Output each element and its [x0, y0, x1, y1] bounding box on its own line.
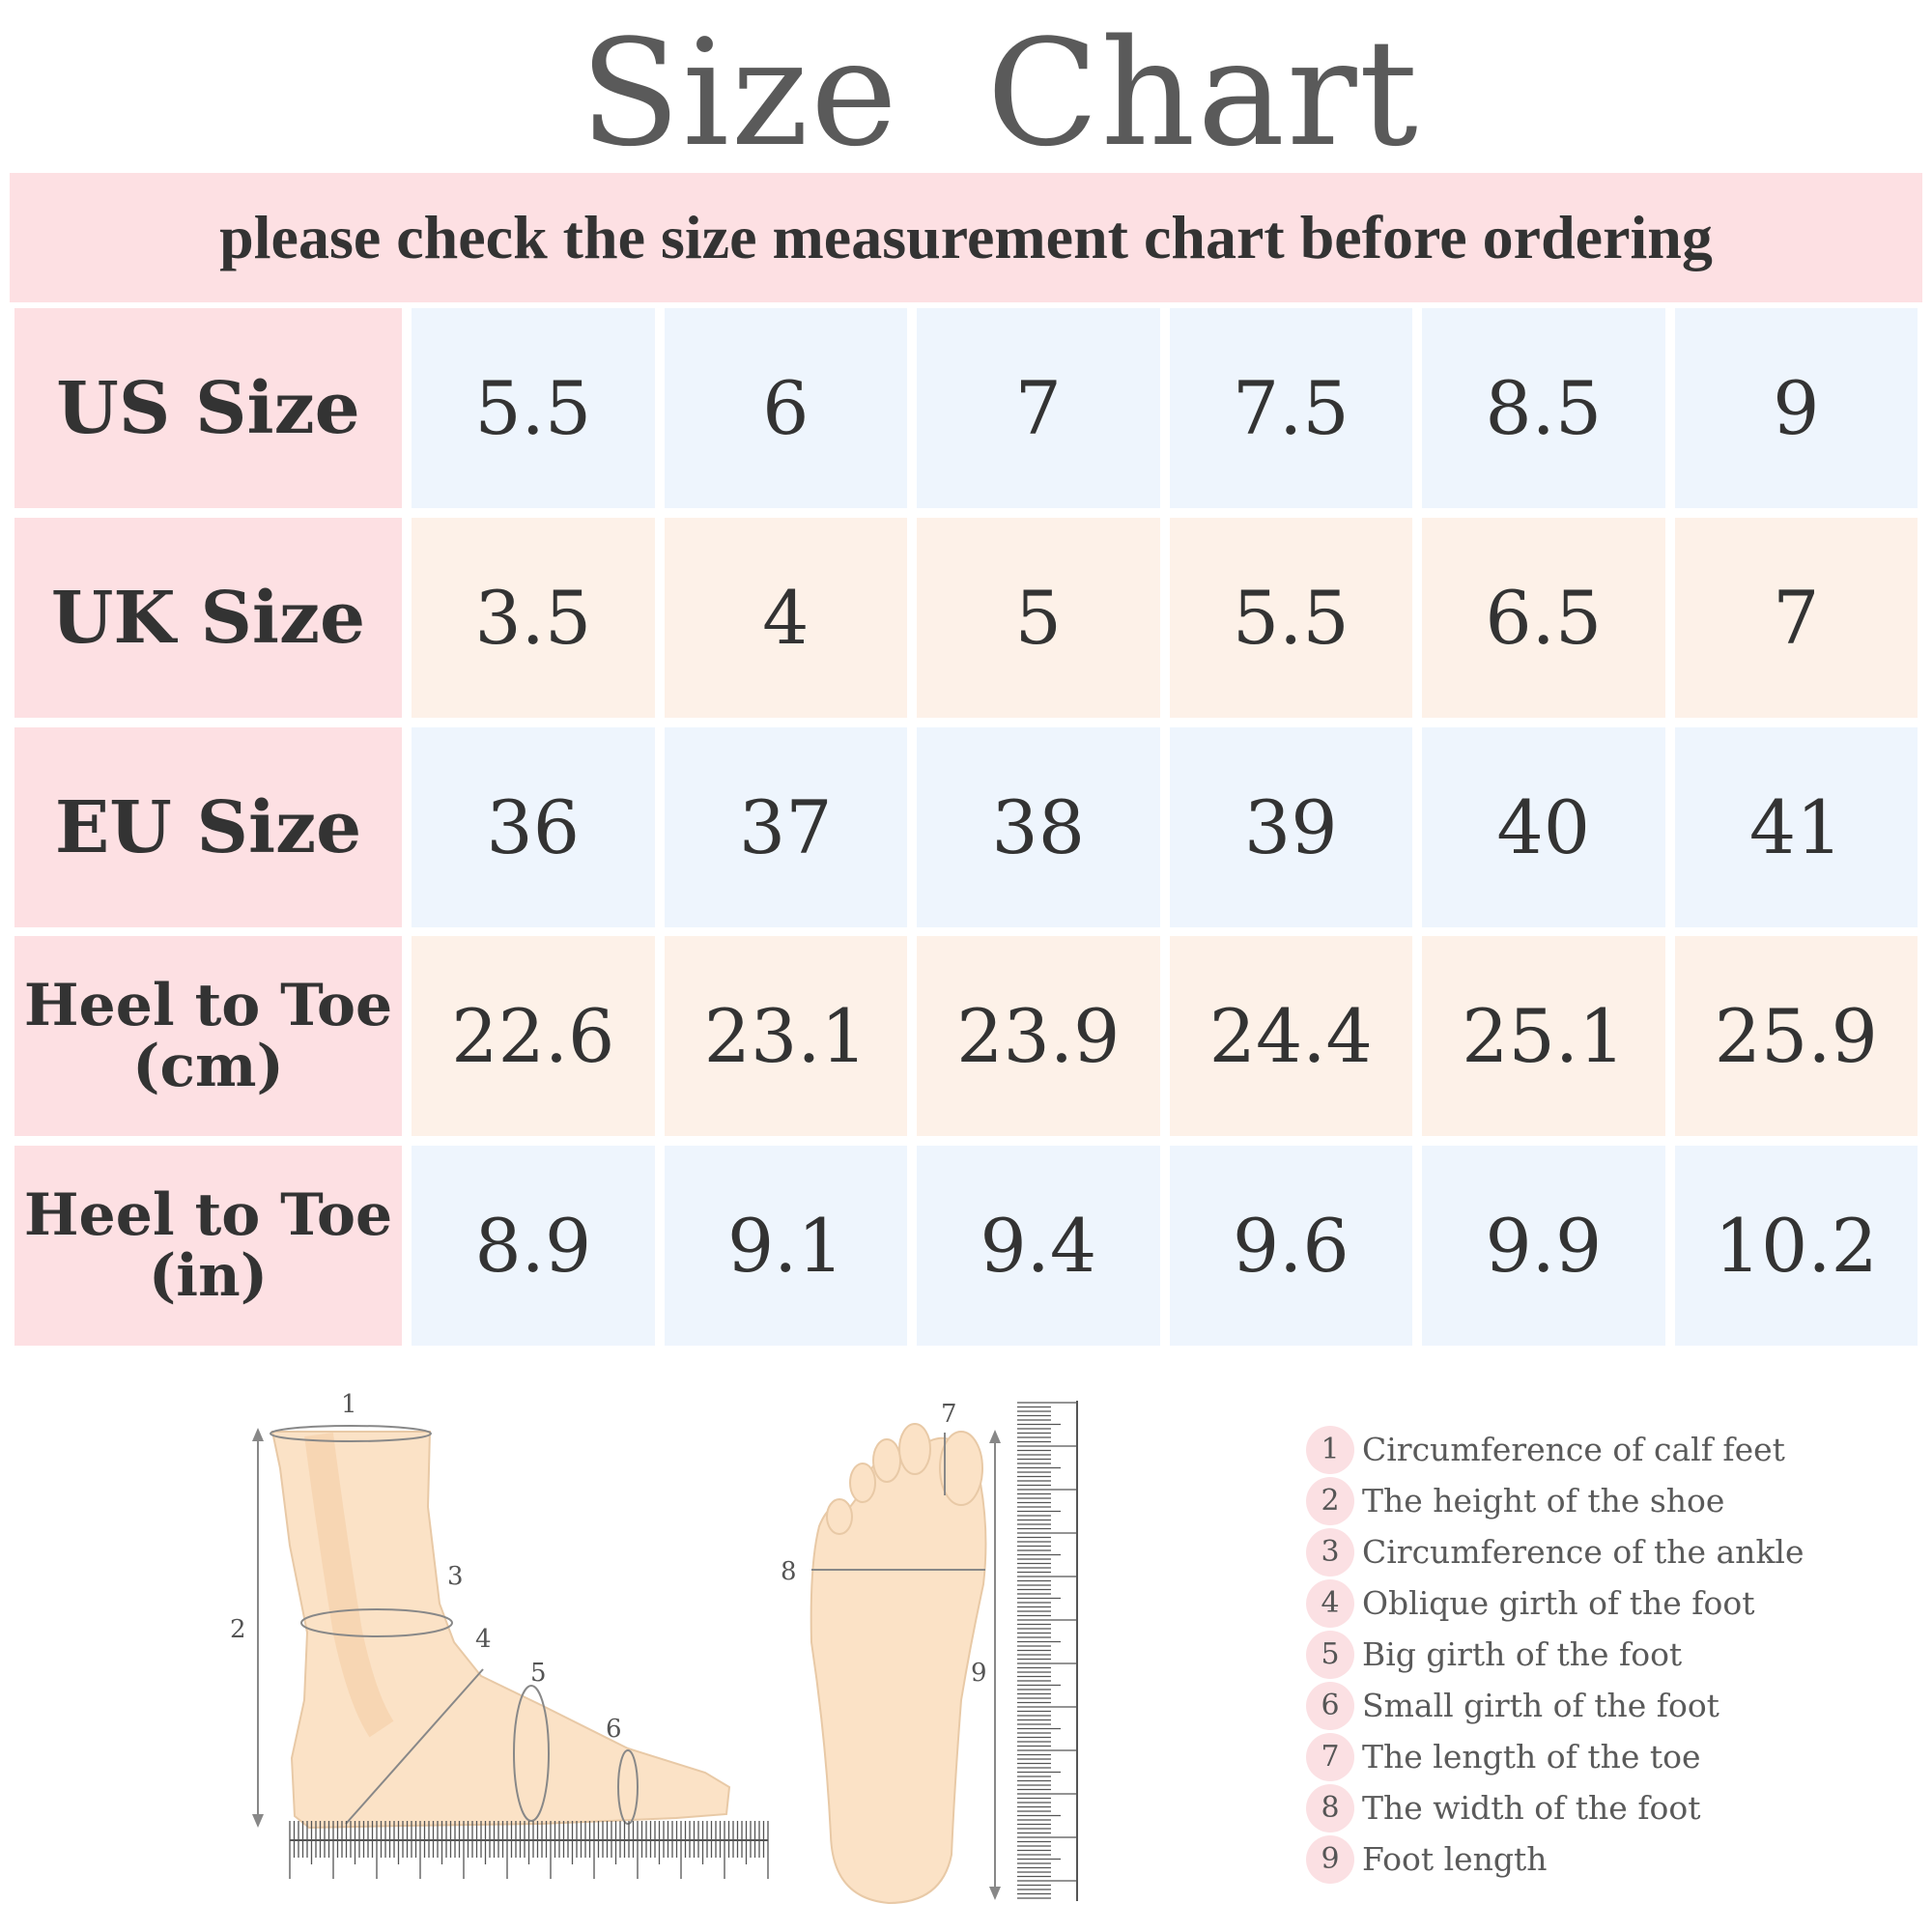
- table-cell: 10.2: [1674, 1146, 1918, 1346]
- foot-measurement-diagram: 1 2 3 4 5 6 7 8 9: [230, 1390, 1078, 1905]
- legend-item: 9 Foot length: [1306, 1833, 1804, 1885]
- diagram-label-9: 9: [971, 1659, 987, 1688]
- table-cell: 36: [412, 727, 655, 927]
- legend-number-badge: 8: [1306, 1783, 1354, 1833]
- legend-item: 8 The width of the foot: [1306, 1782, 1804, 1833]
- legend-item: 1 Circumference of calf feet: [1306, 1424, 1804, 1475]
- measurement-legend: 1 Circumference of calf feet 2 The height o…: [1306, 1424, 1804, 1885]
- table-cell: 38: [917, 727, 1160, 927]
- page-title: Size Chart: [580, 8, 1420, 179]
- table-cell: 9.6: [1169, 1146, 1412, 1346]
- legend-text: Circumference of the ankle: [1362, 1533, 1804, 1571]
- table-cell: 25.9: [1674, 936, 1918, 1136]
- row-label-text: (in): [148, 1241, 269, 1310]
- table-cell: 4: [664, 518, 907, 718]
- legend-text: Oblique girth of the foot: [1362, 1584, 1755, 1622]
- row-label: EU Size: [14, 727, 402, 927]
- legend-item: 7 The length of the toe: [1306, 1731, 1804, 1782]
- table-cell: 24.4: [1169, 936, 1412, 1136]
- table-row: Heel to Toe (cm) 22.6 23.1 23.9 24.4 25.1 25.9: [14, 936, 1918, 1136]
- table-cell: 7: [1674, 518, 1918, 718]
- row-label-text: US Size: [56, 366, 360, 450]
- diagram-label-6: 6: [606, 1715, 622, 1744]
- table-cell: 25.1: [1422, 936, 1665, 1136]
- legend-text: The length of the toe: [1362, 1738, 1701, 1776]
- row-label: US Size: [14, 308, 402, 508]
- legend-text: The height of the shoe: [1362, 1482, 1725, 1520]
- diagram-label-1: 1: [341, 1390, 357, 1419]
- row-label-text: UK Size: [50, 576, 366, 660]
- table-cell: 3.5: [412, 518, 655, 718]
- row-label-text: Heel to Toe: [23, 1180, 393, 1249]
- table-row: Heel to Toe (in) 8.9 9.1 9.4 9.6 9.9 10.2: [14, 1146, 1918, 1346]
- table-cell: 40: [1422, 727, 1665, 927]
- legend-text: Circumference of calf feet: [1362, 1431, 1785, 1468]
- row-label: Heel to Toe (cm): [14, 936, 402, 1136]
- legend-number-badge: 2: [1306, 1476, 1354, 1525]
- horizontal-ruler: [289, 1821, 769, 1879]
- table-cell: 5: [917, 518, 1160, 718]
- row-label: UK Size: [14, 518, 402, 718]
- diagram-label-3: 3: [447, 1562, 464, 1591]
- legend-number-badge: 5: [1306, 1630, 1354, 1679]
- sole-illustration: [810, 1423, 1001, 1905]
- legend-item: 3 Circumference of the ankle: [1306, 1526, 1804, 1577]
- table-cell: 8.9: [412, 1146, 655, 1346]
- table-cell: 6.5: [1422, 518, 1665, 718]
- row-label-text: EU Size: [54, 785, 362, 869]
- legend-number-badge: 4: [1306, 1578, 1354, 1628]
- legend-item: 6 Small girth of the foot: [1306, 1680, 1804, 1731]
- row-label-text: Heel to Toe: [23, 971, 393, 1039]
- table-cell: 6: [664, 308, 907, 508]
- table-cell: 5.5: [412, 308, 655, 508]
- legend-item: 4 Oblique girth of the foot: [1306, 1577, 1804, 1629]
- table-cell: 9.9: [1422, 1146, 1665, 1346]
- table-cell: 23.9: [917, 936, 1160, 1136]
- table-cell: 41: [1674, 727, 1918, 927]
- legend-text: The width of the foot: [1362, 1789, 1701, 1827]
- legend-text: Small girth of the foot: [1362, 1687, 1719, 1724]
- banner-text: please check the size measurement chart …: [219, 203, 1713, 271]
- legend-number-badge: 3: [1306, 1527, 1354, 1577]
- diagram-label-2: 2: [230, 1615, 246, 1644]
- table-row: US Size 5.5 6 7 7.5 8.5 9: [14, 308, 1918, 508]
- row-label: Heel to Toe (in): [14, 1146, 402, 1346]
- table-row: UK Size 3.5 4 5 5.5 6.5 7: [14, 518, 1918, 718]
- vertical-ruler: [1017, 1401, 1078, 1901]
- table-cell: 9: [1674, 308, 1918, 508]
- legend-item: 5 Big girth of the foot: [1306, 1629, 1804, 1680]
- table-cell: 5.5: [1169, 518, 1412, 718]
- table-cell: 37: [664, 727, 907, 927]
- diagram-label-7: 7: [941, 1400, 957, 1429]
- diagram-label-5: 5: [530, 1659, 547, 1688]
- instruction-banner: please check the size measurement chart …: [10, 173, 1922, 302]
- table-row: EU Size 36 37 38 39 40 41: [14, 727, 1918, 927]
- table-cell: 22.6: [412, 936, 655, 1136]
- table-cell: 7.5: [1169, 308, 1412, 508]
- side-foot-illustration: [252, 1425, 731, 1830]
- legend-number-badge: 6: [1306, 1681, 1354, 1730]
- legend-number-badge: 9: [1306, 1834, 1354, 1884]
- legend-number-badge: 1: [1306, 1425, 1354, 1474]
- table-cell: 9.4: [917, 1146, 1160, 1346]
- legend-text: Foot length: [1362, 1840, 1548, 1878]
- table-cell: 9.1: [664, 1146, 907, 1346]
- legend-number-badge: 7: [1306, 1732, 1354, 1781]
- table-cell: 39: [1169, 727, 1412, 927]
- legend-text: Big girth of the foot: [1362, 1635, 1683, 1673]
- diagram-label-8: 8: [781, 1557, 797, 1586]
- legend-item: 2 The height of the shoe: [1306, 1475, 1804, 1526]
- table-cell: 8.5: [1422, 308, 1665, 508]
- row-label-text: (cm): [132, 1032, 284, 1100]
- table-cell: 7: [917, 308, 1160, 508]
- table-cell: 23.1: [664, 936, 907, 1136]
- diagram-label-4: 4: [475, 1625, 492, 1654]
